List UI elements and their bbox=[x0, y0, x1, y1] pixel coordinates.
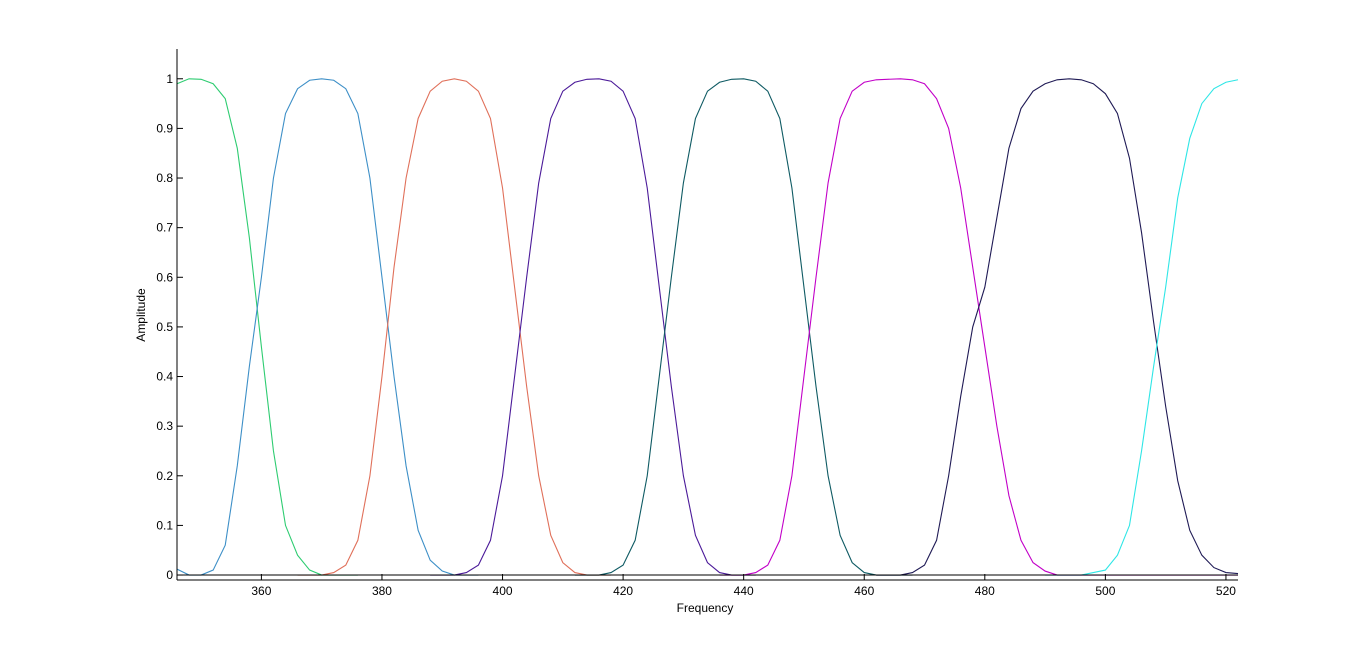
x-tick-label: 440 bbox=[734, 584, 754, 598]
series-line-3 bbox=[297, 78, 612, 576]
y-tick-label: 0.2 bbox=[156, 469, 173, 483]
y-tick-label: 0.1 bbox=[156, 518, 173, 532]
y-tick-label: 0.6 bbox=[156, 270, 173, 284]
series-line-5 bbox=[574, 78, 913, 576]
x-tick-label: 360 bbox=[251, 584, 271, 598]
y-tick-label: 0.9 bbox=[156, 121, 173, 135]
series-line-8 bbox=[1045, 79, 1239, 576]
series-line-6 bbox=[719, 78, 1238, 576]
x-tick-label: 380 bbox=[372, 584, 392, 598]
y-tick-label: 0.7 bbox=[156, 221, 173, 235]
y-tick-label: 1 bbox=[166, 72, 173, 86]
y-ticks: 0 0.1 0.2 0.3 0.4 0.5 0.6 0.7 0.8 0.9 1 bbox=[156, 72, 183, 582]
y-tick-label: 0.4 bbox=[156, 370, 173, 384]
x-tick-label: 480 bbox=[975, 584, 995, 598]
y-tick-label: 0.8 bbox=[156, 171, 173, 185]
series-line-4 bbox=[430, 78, 756, 576]
series-line-2 bbox=[176, 78, 479, 576]
x-tick-label: 520 bbox=[1216, 584, 1236, 598]
x-axis-title: Frequency bbox=[677, 601, 734, 615]
series-line-7 bbox=[876, 78, 1239, 576]
x-tick-label: 460 bbox=[854, 584, 874, 598]
axes bbox=[176, 49, 1238, 581]
y-tick-label: 0.3 bbox=[156, 419, 173, 433]
y-tick-label: 0.5 bbox=[156, 320, 173, 334]
y-tick-label: 0 bbox=[166, 568, 173, 582]
plot-series bbox=[176, 78, 1239, 576]
series-line-1 bbox=[176, 78, 358, 576]
y-axis-title: Amplitude bbox=[134, 288, 148, 342]
x-tick-label: 420 bbox=[613, 584, 633, 598]
x-ticks: 360 380 400 420 440 460 480 500 520 bbox=[251, 574, 1236, 598]
x-tick-label: 500 bbox=[1095, 584, 1115, 598]
x-tick-label: 400 bbox=[493, 584, 513, 598]
